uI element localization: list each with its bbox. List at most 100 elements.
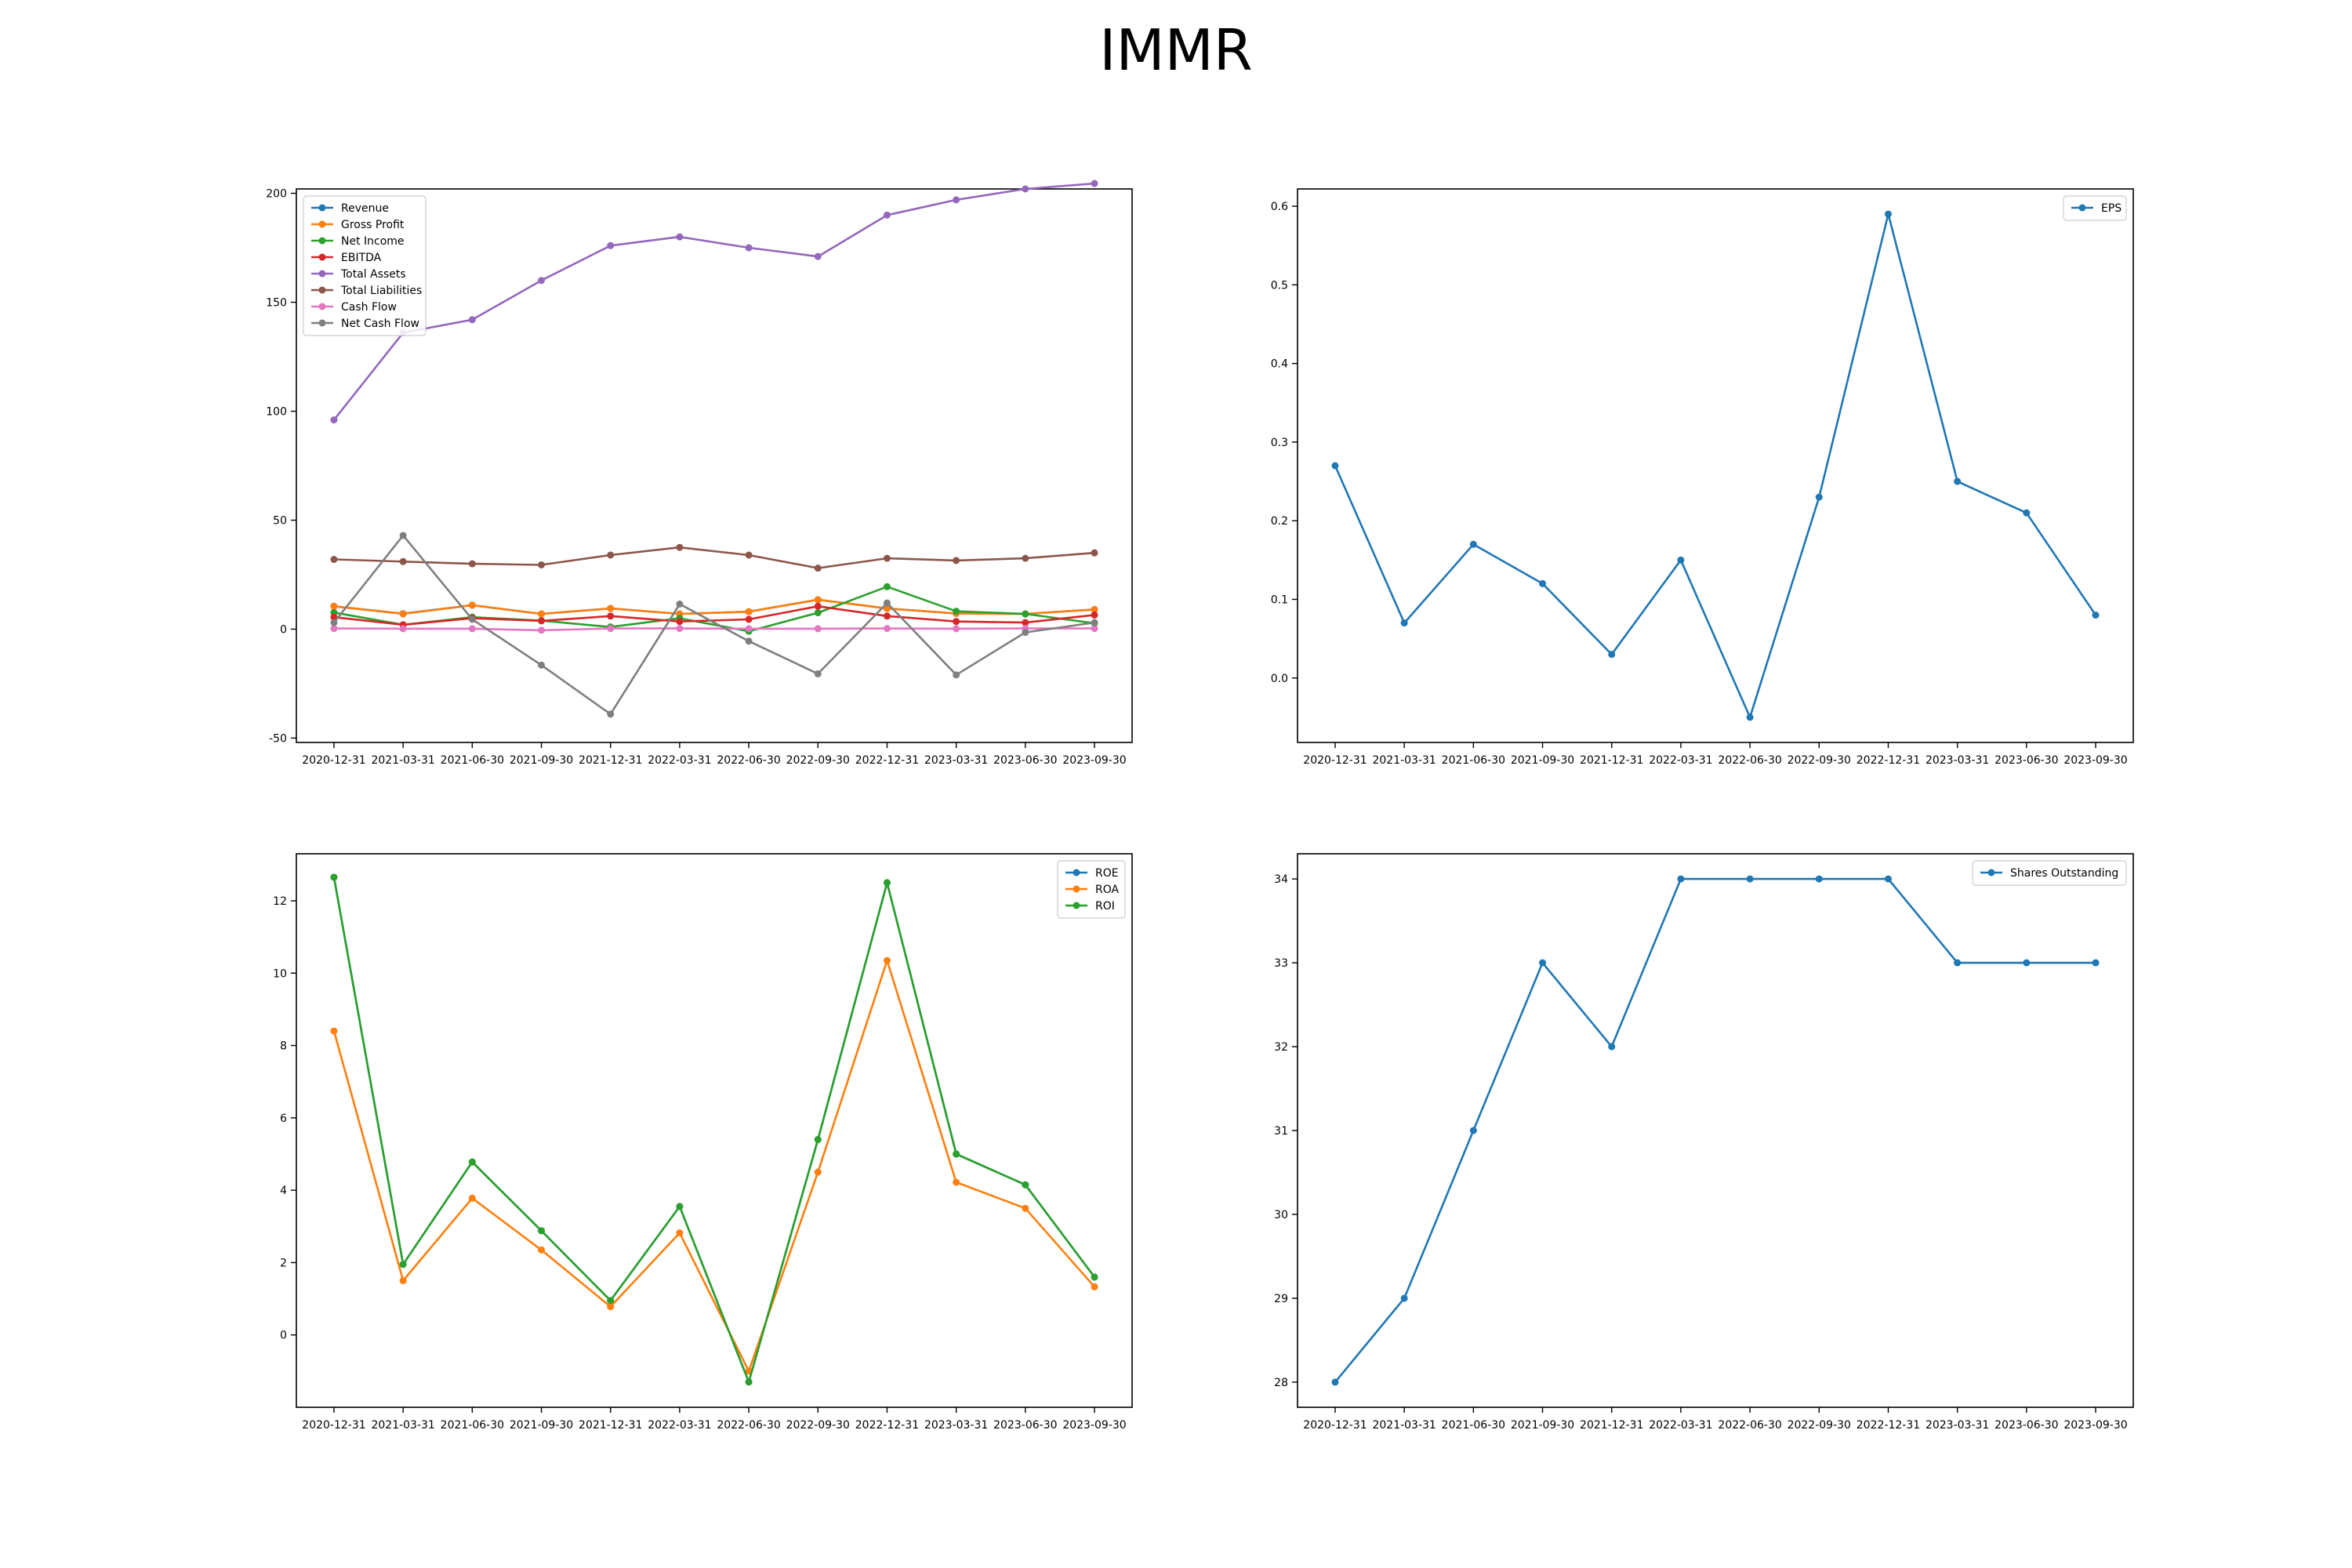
legend-marker (1073, 902, 1080, 909)
legend-marker (318, 286, 326, 294)
data-point (1091, 605, 1098, 613)
x-tick-label: 2023-06-30 (1994, 754, 2058, 767)
data-point (607, 604, 615, 612)
legend-label: Shares Outstanding (2010, 867, 2118, 880)
data-point (1469, 1127, 1477, 1134)
legend-label: Net Income (341, 235, 405, 248)
data-point (468, 560, 476, 568)
axes-frame (296, 188, 1133, 743)
data-point (399, 610, 407, 618)
legend-box (1972, 860, 2127, 886)
y-tick-label: 0.1 (1271, 593, 1288, 606)
data-point (2023, 959, 2031, 967)
data-point (745, 1378, 753, 1386)
x-tick-label: 2021-12-31 (579, 754, 642, 767)
series-line-cash-flow (333, 627, 1094, 632)
series-line-shares-outstanding (1334, 877, 2096, 1383)
legend-marker (1073, 869, 1080, 877)
x-tick-label: 2020-12-31 (302, 754, 365, 767)
x-tick-label: 2022-12-31 (1857, 1419, 1920, 1432)
data-point (1400, 619, 1408, 627)
series-roe (330, 873, 1098, 1386)
data-point (607, 551, 615, 559)
series-net-cash-flow (330, 532, 1098, 718)
y-tick-label: 0.5 (1271, 279, 1288, 292)
data-point (468, 625, 476, 633)
y-tick-label: 31 (1274, 1125, 1288, 1138)
data-point (814, 609, 822, 617)
data-point (1815, 875, 1823, 883)
x-tick-label: 2022-09-30 (1788, 1419, 1851, 1432)
x-tick-label: 2022-03-31 (1649, 754, 1712, 767)
x-tick-label: 2022-06-30 (1718, 1419, 1781, 1432)
y-tick-label: 0 (280, 623, 287, 636)
x-tick-label: 2022-09-30 (1788, 754, 1851, 767)
legend-label: EBITDA (341, 252, 382, 264)
data-point (883, 956, 891, 964)
x-tick-label: 2021-03-31 (1372, 754, 1436, 767)
data-point (1677, 875, 1685, 883)
y-tick-label: 0.6 (1271, 201, 1288, 213)
legend-marker (318, 204, 326, 212)
x-tick-label: 2021-06-30 (1442, 1419, 1505, 1432)
data-point (676, 233, 684, 241)
data-point (538, 626, 546, 634)
x-tick-label: 2022-03-31 (648, 1419, 711, 1432)
series-line-eps (1334, 212, 2097, 719)
x-tick-label: 2021-12-31 (579, 1419, 642, 1432)
data-point (1331, 1378, 1339, 1386)
legend-marker (318, 270, 326, 278)
data-point (399, 557, 407, 565)
legend-label: ROI (1095, 900, 1115, 913)
data-point (330, 602, 338, 610)
data-point (330, 556, 338, 564)
data-point (607, 625, 615, 633)
data-point (953, 1150, 960, 1158)
x-tick-label: 2021-06-30 (441, 1419, 504, 1432)
legend-label: ROE (1095, 867, 1119, 880)
x-tick-label: 2021-09-30 (1511, 1419, 1574, 1432)
y-tick-label: 0.0 (1271, 673, 1288, 685)
data-point (953, 625, 960, 633)
data-point (676, 543, 684, 551)
x-tick-label: 2023-03-31 (924, 1419, 988, 1432)
data-point (607, 710, 615, 718)
data-point (1022, 610, 1029, 618)
x-tick-label: 2021-03-31 (371, 754, 434, 767)
returns-line-chart: 2020-12-31 2021-03-31 2021-06-30 2021-09-30… (273, 853, 1133, 1432)
x-tick-label: 2021-09-30 (510, 754, 573, 767)
y-tick-label: 2 (280, 1257, 287, 1269)
data-point (883, 879, 891, 887)
data-point (883, 604, 891, 612)
legend-marker (1987, 869, 1995, 877)
data-point (1954, 959, 1962, 967)
data-point (1022, 554, 1029, 562)
data-point (468, 615, 476, 623)
x-tick-label: 2023-03-31 (1926, 754, 1989, 767)
y-tick-label: 0.4 (1271, 358, 1288, 371)
legend-marker (318, 237, 326, 245)
data-point (607, 1303, 615, 1311)
legend-label: EPS (2101, 202, 2122, 215)
series-shares-outstanding (1331, 875, 2100, 1386)
data-point (745, 551, 753, 559)
y-tick-label: 0.2 (1271, 515, 1288, 528)
y-tick-label: 50 (273, 514, 287, 527)
data-point (1884, 210, 1892, 218)
legend-label: Cash Flow (341, 301, 397, 314)
x-tick-label: 2021-12-31 (1580, 1419, 1643, 1432)
x-tick-label: 2021-09-30 (510, 1419, 573, 1432)
data-point (745, 244, 753, 252)
data-point (883, 211, 891, 219)
legend: ROE ROA ROI (1057, 860, 1126, 919)
data-point (676, 1203, 684, 1210)
x-tick-label: 2021-06-30 (441, 754, 504, 767)
x-tick-label: 2021-09-30 (1511, 754, 1574, 767)
x-tick-label: 2022-09-30 (786, 754, 850, 767)
y-tick-label: -50 (269, 732, 287, 745)
series-roi (330, 873, 1098, 1386)
x-tick-label: 2022-06-30 (1718, 754, 1781, 767)
legend-marker (318, 303, 326, 310)
data-point (1954, 477, 1962, 485)
legend-marker (318, 319, 326, 327)
